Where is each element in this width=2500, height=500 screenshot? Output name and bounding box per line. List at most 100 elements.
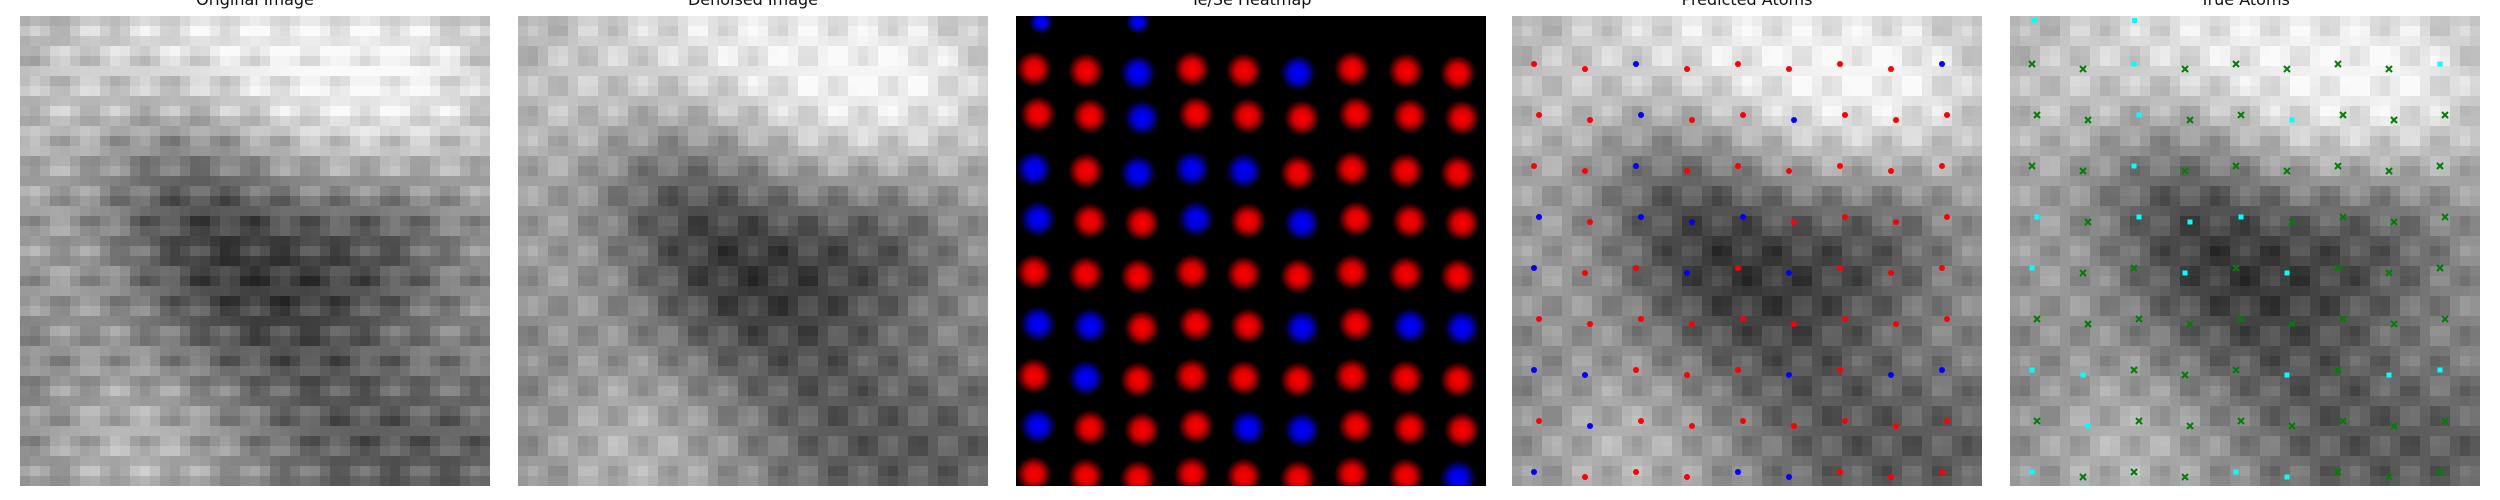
- predicted-se-dot: [1531, 265, 1537, 271]
- predicted-te-dot: [1735, 61, 1741, 67]
- se-atom-blob: [1072, 308, 1108, 344]
- se-atom-blob: [1020, 408, 1056, 444]
- true-te-marker: [2334, 60, 2342, 68]
- predicted-te-dot: [1786, 66, 1792, 72]
- te-atom-blob: [1388, 360, 1424, 396]
- true-te-marker: [2135, 315, 2143, 323]
- true-te-marker: [2033, 417, 2041, 425]
- true-se-marker: [2085, 423, 2091, 429]
- predicted-te-dot: [1791, 321, 1797, 327]
- predicted-te-dot: [1842, 214, 1848, 220]
- true-se-marker: [2131, 61, 2137, 67]
- true-te-marker: [2334, 264, 2342, 272]
- predicted-te-dot: [1939, 469, 1945, 475]
- se-atom-blob: [1120, 55, 1156, 91]
- te-atom-blob: [1016, 456, 1052, 486]
- true-te-marker: [2390, 320, 2398, 328]
- true-te-marker: [2084, 116, 2092, 124]
- true-te-marker: [2181, 473, 2189, 481]
- true-te-marker: [2288, 320, 2296, 328]
- true-te-marker: [2028, 60, 2036, 68]
- predicted-te-dot: [1689, 423, 1695, 429]
- predicted-se-dot: [1786, 270, 1792, 276]
- panel-true-atoms: True Atoms: [2010, 0, 2480, 500]
- se-atom-blob: [1444, 310, 1480, 346]
- true-te-marker: [2232, 264, 2240, 272]
- te-atom-blob: [1338, 306, 1374, 342]
- true-se-marker: [2187, 219, 2193, 225]
- panel-predicted-atoms: Predicted Atoms: [1512, 0, 1982, 500]
- true-atoms-canvas: [2010, 16, 2480, 486]
- te-atom-blob: [1388, 458, 1424, 486]
- true-se-marker: [2080, 372, 2086, 378]
- predicted-te-dot: [1944, 214, 1950, 220]
- true-se-marker: [2233, 469, 2239, 475]
- te-atom-blob: [1230, 98, 1266, 134]
- predicted-te-dot: [1735, 265, 1741, 271]
- panel-denoised-image: Denoised Image: [518, 0, 988, 500]
- predicted-se-dot: [1638, 214, 1644, 220]
- true-te-marker: [2436, 468, 2444, 476]
- te-atom-blob: [1226, 360, 1262, 396]
- se-atom-blob: [1280, 55, 1316, 91]
- predicted-te-dot: [1638, 418, 1644, 424]
- se-atom-blob: [1124, 100, 1160, 136]
- predicted-te-dot: [1587, 117, 1593, 123]
- te-atom-blob: [1388, 256, 1424, 292]
- predicted-te-dot: [1893, 117, 1899, 123]
- predicted-te-dot: [1893, 321, 1899, 327]
- panel-title-original: Original Image: [20, 0, 490, 10]
- te-atom-blob: [1280, 362, 1316, 398]
- te-atom-blob: [1280, 155, 1316, 191]
- predicted-te-dot: [1837, 265, 1843, 271]
- te-atom-blob: [1338, 201, 1374, 237]
- true-te-marker: [2079, 65, 2087, 73]
- predicted-te-dot: [1939, 265, 1945, 271]
- te-atom-blob: [1124, 412, 1160, 448]
- te-atom-blob: [1334, 254, 1370, 290]
- predicted-te-dot: [1582, 270, 1588, 276]
- predicted-se-dot: [1536, 214, 1542, 220]
- true-te-marker: [2288, 422, 2296, 430]
- true-se-marker: [2034, 214, 2040, 220]
- predicted-se-dot: [1791, 117, 1797, 123]
- predicted-te-dot: [1740, 112, 1746, 118]
- predicted-te-dot: [1740, 418, 1746, 424]
- predicted-se-dot: [1531, 367, 1537, 373]
- predicted-te-dot: [1587, 321, 1593, 327]
- denoised-image-pixels: [518, 16, 988, 486]
- predicted-se-dot: [1740, 214, 1746, 220]
- se-atom-blob: [1020, 201, 1056, 237]
- true-te-marker: [2385, 167, 2393, 175]
- se-atom-blob: [1029, 16, 1053, 34]
- te-atom-blob: [1178, 306, 1214, 342]
- se-atom-blob: [1174, 151, 1210, 187]
- denoised-image-canvas: [518, 16, 988, 486]
- te-atom-blob: [1174, 456, 1210, 486]
- true-te-marker: [2283, 65, 2291, 73]
- predicted-te-dot: [1536, 316, 1542, 322]
- te-atom-blob: [1120, 258, 1156, 294]
- te-atom-blob: [1068, 256, 1104, 292]
- te-atom-blob: [1072, 98, 1108, 134]
- predicted-atoms-canvas: [1512, 16, 1982, 486]
- te-atom-blob: [1444, 205, 1480, 241]
- panel-original-image: Original Image: [20, 0, 490, 500]
- true-te-marker: [2334, 366, 2342, 374]
- predicted-se-dot: [1582, 372, 1588, 378]
- te-atom-blob: [1068, 53, 1104, 89]
- te-atom-blob: [1174, 51, 1210, 87]
- true-te-marker: [2186, 320, 2194, 328]
- panel-title-true: True Atoms: [2010, 0, 2480, 10]
- predicted-se-dot: [1587, 423, 1593, 429]
- predicted-te-dot: [1944, 316, 1950, 322]
- true-te-marker: [2385, 269, 2393, 277]
- predicted-te-dot: [1689, 117, 1695, 123]
- predicted-te-dot: [1893, 219, 1899, 225]
- true-te-marker: [2339, 315, 2347, 323]
- predicted-se-dot: [1939, 61, 1945, 67]
- predicted-se-dot: [1786, 474, 1792, 480]
- true-te-marker: [2079, 167, 2087, 175]
- true-te-marker: [2084, 218, 2092, 226]
- predicted-se-dot: [1684, 270, 1690, 276]
